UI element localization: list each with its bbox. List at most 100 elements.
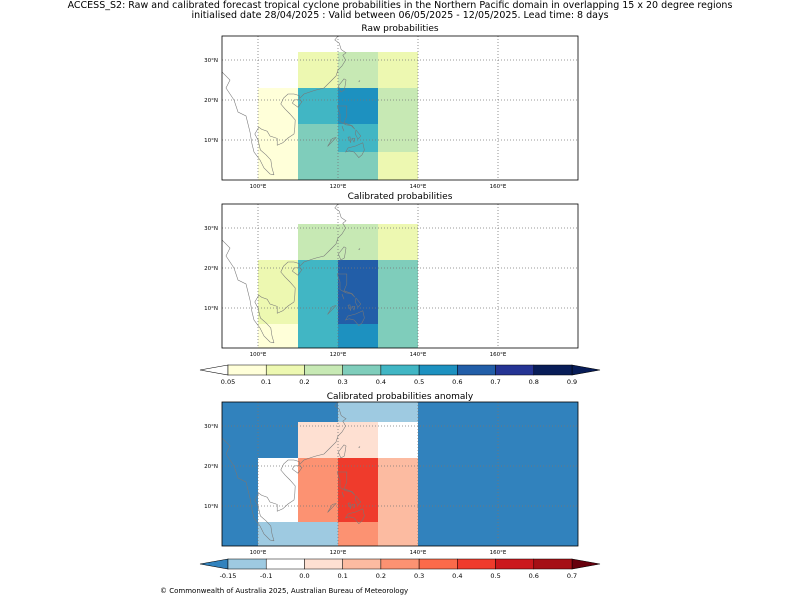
probability-colorbar: 0.05 0.1 0.2 0.3 0.4 0.5 0.6 0.7 0.8 0.9 xyxy=(199,364,601,386)
probability-cell xyxy=(258,522,298,546)
colorbar-tick-label: 0.4 xyxy=(376,378,386,386)
colorbar-tick-label: 0.0 xyxy=(299,572,309,580)
map-panel-2: 100°E 120°E 140°E 160°E 10°N 20°N 30°N xyxy=(204,401,579,556)
colorbar-tick-label: 0.1 xyxy=(337,572,347,580)
probability-cell xyxy=(338,224,378,260)
probability-cell xyxy=(298,224,338,260)
longitude-tick-label: 160°E xyxy=(490,550,507,556)
panel-title-anomaly: Calibrated probabilities anomaly xyxy=(326,392,474,402)
colorbar-swatch xyxy=(418,558,458,570)
colorbar-swatch xyxy=(304,558,343,570)
colorbar-swatch xyxy=(457,364,496,376)
coastline xyxy=(222,204,365,344)
probability-cell xyxy=(258,152,298,180)
colorbar-tick-label: 0.6 xyxy=(529,572,539,580)
colorbar-tick-label: 0.5 xyxy=(414,378,424,386)
probability-cell xyxy=(298,324,338,348)
probability-cell xyxy=(298,124,338,152)
colorbar-swatch xyxy=(418,364,458,376)
copyright-footer: © Commonwealth of Australia 2025, Austra… xyxy=(160,587,409,595)
longitude-tick-label: 140°E xyxy=(410,550,427,556)
longitude-tick-label: 100°E xyxy=(250,184,267,190)
colorbar-swatch xyxy=(380,364,420,376)
colorbar-swatch xyxy=(380,558,420,570)
longitude-tick-label: 160°E xyxy=(490,352,507,358)
probability-cell xyxy=(258,458,298,522)
coastline xyxy=(222,402,365,542)
map-frame xyxy=(221,401,579,547)
map-frame xyxy=(221,35,579,181)
colorbar-swatch xyxy=(533,364,573,376)
colorbar-swatch xyxy=(495,364,535,376)
colorbar-tick-label: 0.6 xyxy=(452,378,462,386)
probability-cell xyxy=(338,422,378,458)
colorbar-tick-label: 0.1 xyxy=(261,378,271,386)
probability-cell xyxy=(338,522,378,546)
panel-title-raw: Raw probabilities xyxy=(361,24,439,34)
colorbar-swatch xyxy=(265,364,305,376)
probability-cell xyxy=(298,260,338,324)
longitude-tick-label: 120°E xyxy=(330,352,347,358)
probability-cell xyxy=(378,52,418,88)
latitude-tick-label: 10°N xyxy=(204,504,218,510)
probability-cell xyxy=(338,324,378,348)
latitude-tick-label: 30°N xyxy=(204,226,218,232)
longitude-tick-label: 140°E xyxy=(410,352,427,358)
probability-cell xyxy=(298,458,338,522)
probability-cell xyxy=(298,88,338,124)
map-frame xyxy=(221,203,579,349)
probability-cell xyxy=(338,152,378,180)
colorbar-swatch xyxy=(533,558,573,570)
colorbar-tick-label: 0.2 xyxy=(299,378,309,386)
probability-cell xyxy=(258,260,298,324)
probability-cell xyxy=(298,522,338,546)
probability-cell xyxy=(378,260,418,348)
probability-cell xyxy=(298,152,338,180)
panel-title-calibrated: Calibrated probabilities xyxy=(347,192,453,202)
probability-cell xyxy=(378,224,418,260)
probability-cell xyxy=(378,458,418,546)
probability-cell xyxy=(258,324,298,348)
longitude-tick-label: 140°E xyxy=(410,184,427,190)
latitude-tick-label: 30°N xyxy=(204,58,218,64)
colorbar-over-arrow xyxy=(571,558,601,570)
probability-cell xyxy=(338,402,378,422)
probability-cell xyxy=(258,88,298,152)
coastline xyxy=(222,36,365,176)
longitude-tick-label: 100°E xyxy=(250,352,267,358)
colorbar-under-arrow xyxy=(199,364,229,376)
figure-title-line2: initialised date 28/04/2025 : Valid betw… xyxy=(191,10,609,21)
latitude-tick-label: 20°N xyxy=(204,98,218,104)
colorbar-swatch xyxy=(342,558,382,570)
colorbar-tick-label: -0.15 xyxy=(220,572,237,580)
map-panel-0: 100°E 120°E 140°E 160°E 10°N 20°N 30°N xyxy=(204,35,579,190)
probability-cell xyxy=(378,422,418,458)
colorbar-swatch xyxy=(457,558,496,570)
colorbar-swatch xyxy=(227,558,267,570)
latitude-tick-label: 30°N xyxy=(204,424,218,430)
colorbar-under-arrow xyxy=(199,558,229,570)
latitude-tick-label: 10°N xyxy=(204,306,218,312)
probability-cell xyxy=(298,52,338,88)
colorbar-tick-label: 0.7 xyxy=(490,378,500,386)
latitude-tick-label: 20°N xyxy=(204,464,218,470)
longitude-tick-label: 100°E xyxy=(250,550,267,556)
colorbar-swatch xyxy=(495,558,535,570)
map-panel-1: 100°E 120°E 140°E 160°E 10°N 20°N 30°N xyxy=(204,203,579,358)
colorbar-swatch xyxy=(304,364,343,376)
colorbar-tick-label: 0.3 xyxy=(337,378,347,386)
anomaly-colorbar: -0.15 -0.1 0.0 0.1 0.2 0.3 0.4 0.5 0.6 0.7 xyxy=(199,558,601,580)
probability-cell xyxy=(338,124,378,152)
colorbar-swatch xyxy=(265,558,305,570)
colorbar-over-arrow xyxy=(571,364,601,376)
latitude-tick-label: 10°N xyxy=(204,138,218,144)
colorbar-swatch xyxy=(227,364,267,376)
colorbar-tick-label: 0.4 xyxy=(452,572,462,580)
colorbar-tick-label: -0.1 xyxy=(260,572,273,580)
longitude-tick-label: 160°E xyxy=(490,184,507,190)
latitude-tick-label: 20°N xyxy=(204,266,218,272)
colorbar-tick-label: 0.2 xyxy=(376,572,386,580)
colorbar-swatch xyxy=(342,364,382,376)
colorbar-tick-label: 0.5 xyxy=(490,572,500,580)
